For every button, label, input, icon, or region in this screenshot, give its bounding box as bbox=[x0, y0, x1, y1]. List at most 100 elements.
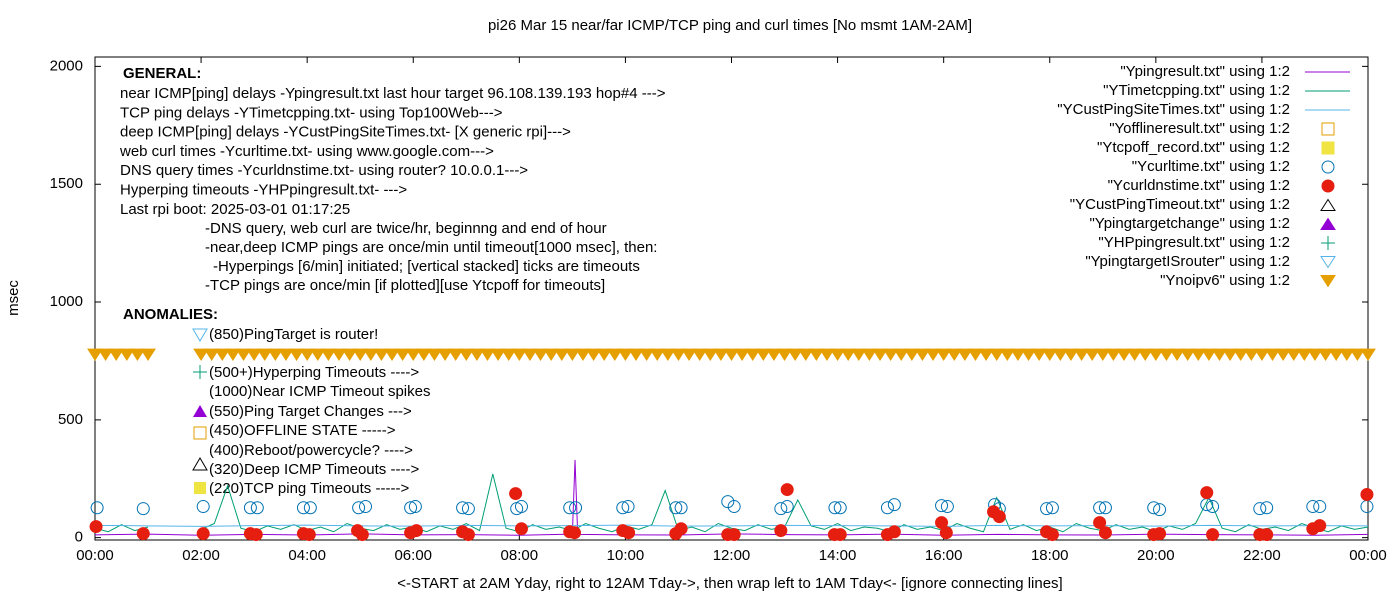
marker bbox=[299, 348, 316, 362]
marker bbox=[214, 348, 231, 362]
marker bbox=[575, 348, 591, 362]
x-tick-label: 00:00 bbox=[1349, 547, 1387, 564]
marker bbox=[1041, 348, 1058, 362]
marker bbox=[1093, 501, 1107, 515]
marker bbox=[903, 348, 920, 362]
marker bbox=[1328, 348, 1345, 362]
icon bbox=[193, 365, 207, 379]
marker bbox=[887, 498, 901, 512]
marker bbox=[1153, 527, 1167, 541]
marker bbox=[1232, 348, 1249, 362]
marker bbox=[118, 348, 135, 362]
marker bbox=[744, 348, 761, 362]
marker bbox=[303, 501, 317, 515]
marker bbox=[447, 348, 464, 362]
marker bbox=[196, 500, 210, 514]
annotation: (850)PingTarget is router! bbox=[209, 326, 378, 343]
marker bbox=[278, 348, 294, 362]
marker bbox=[766, 348, 782, 362]
marker bbox=[727, 500, 741, 514]
marker bbox=[553, 348, 570, 362]
marker bbox=[1260, 501, 1274, 515]
marker bbox=[988, 348, 1005, 362]
marker bbox=[1260, 528, 1274, 542]
marker bbox=[1179, 348, 1196, 362]
icon bbox=[193, 426, 207, 440]
legend-swatch bbox=[1321, 160, 1335, 174]
marker bbox=[87, 348, 103, 362]
legend-swatch bbox=[1320, 198, 1336, 211]
marker bbox=[755, 348, 772, 362]
marker bbox=[734, 348, 751, 362]
icon bbox=[192, 457, 208, 471]
marker bbox=[670, 348, 687, 362]
marker bbox=[861, 348, 878, 362]
marker bbox=[341, 348, 358, 362]
marker bbox=[780, 483, 794, 497]
marker bbox=[203, 348, 220, 362]
marker bbox=[596, 348, 613, 362]
marker bbox=[1360, 348, 1376, 362]
legend-label: "Ynoipv6" using 1:2 bbox=[1160, 272, 1290, 289]
marker bbox=[1317, 348, 1334, 362]
marker bbox=[437, 348, 453, 362]
marker bbox=[1285, 348, 1302, 362]
marker bbox=[621, 500, 635, 514]
marker bbox=[235, 348, 252, 362]
marker bbox=[193, 348, 209, 362]
annotations: GENERAL: near ICMP[ping] delays -Ypingres… bbox=[119, 65, 666, 497]
marker bbox=[267, 348, 284, 362]
marker bbox=[833, 501, 847, 515]
marker bbox=[136, 527, 150, 541]
marker bbox=[628, 348, 644, 362]
marker bbox=[569, 501, 583, 515]
marker bbox=[1211, 348, 1228, 362]
marker bbox=[302, 528, 316, 542]
series-line bbox=[94, 524, 1369, 527]
marker bbox=[490, 348, 507, 362]
marker bbox=[567, 526, 581, 540]
legend-label: "Ypingresult.txt" using 1:2 bbox=[1120, 63, 1290, 80]
marker bbox=[1010, 348, 1026, 362]
x-tick-label: 00:00 bbox=[76, 547, 114, 564]
x-tick-label: 14:00 bbox=[819, 547, 857, 564]
marker bbox=[872, 348, 888, 362]
legend-label: "YpingtargetISrouter" using 1:2 bbox=[1085, 253, 1290, 270]
marker bbox=[829, 348, 846, 362]
marker bbox=[384, 348, 400, 362]
marker bbox=[1093, 516, 1107, 530]
y-tick-label: 500 bbox=[58, 411, 83, 428]
annotation: (320)Deep ICMP Timeouts ----> bbox=[209, 461, 419, 478]
marker bbox=[1264, 348, 1281, 362]
marker bbox=[362, 348, 379, 362]
marker bbox=[774, 502, 788, 516]
marker bbox=[320, 348, 337, 362]
marker bbox=[1253, 502, 1267, 516]
marker bbox=[723, 348, 740, 362]
marker bbox=[409, 524, 423, 538]
marker bbox=[850, 348, 867, 362]
x-axis-label: <-START at 2AM Yday, right to 12AM Tday-… bbox=[397, 575, 1062, 592]
marker bbox=[1360, 488, 1374, 502]
marker bbox=[727, 528, 741, 542]
legend-label: "Ypingtargetchange" using 1:2 bbox=[1089, 215, 1290, 232]
marker bbox=[1222, 348, 1239, 362]
marker bbox=[563, 501, 577, 515]
x-tick-label: 12:00 bbox=[713, 547, 751, 564]
marker bbox=[776, 348, 793, 362]
marker bbox=[1031, 348, 1048, 362]
marker bbox=[819, 348, 835, 362]
marker bbox=[1206, 528, 1220, 542]
annotation-heading: ANOMALIES: bbox=[123, 306, 218, 323]
marker bbox=[415, 348, 432, 362]
x-tick-label: 22:00 bbox=[1243, 547, 1281, 564]
marker bbox=[681, 348, 697, 362]
marker bbox=[1206, 500, 1220, 514]
marker bbox=[1243, 348, 1260, 362]
marker bbox=[1190, 348, 1207, 362]
plot-area bbox=[89, 459, 1374, 542]
x-tick-label: 08:00 bbox=[501, 547, 539, 564]
marker bbox=[797, 348, 814, 362]
